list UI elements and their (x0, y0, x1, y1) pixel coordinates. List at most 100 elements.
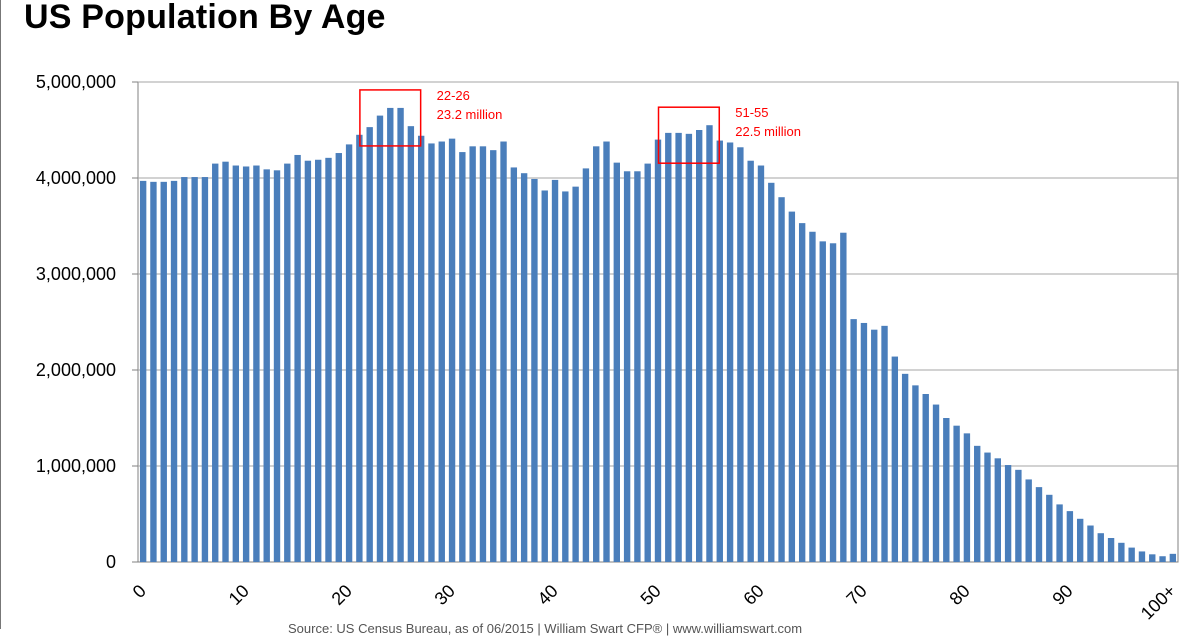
bar (850, 319, 857, 562)
bar (1035, 487, 1043, 562)
x-tick-label: 100+ (1137, 581, 1180, 624)
bar (150, 181, 157, 562)
bar (860, 322, 868, 562)
bar (726, 142, 734, 563)
bar (315, 159, 322, 562)
annotation-value-label: 22.5 million (735, 124, 801, 139)
bar (531, 178, 538, 562)
bar (984, 452, 991, 562)
bar (520, 173, 528, 562)
bar (1128, 547, 1135, 562)
x-tick-label: 10 (225, 581, 253, 609)
bar (263, 169, 270, 563)
x-tick-label: 70 (842, 581, 870, 609)
bar (479, 146, 487, 562)
bar (819, 241, 826, 563)
bar (582, 168, 590, 562)
bar (1169, 553, 1177, 562)
bar (644, 163, 651, 562)
bar (922, 394, 929, 562)
bar (798, 223, 806, 562)
bar (685, 133, 693, 562)
bar (840, 232, 847, 562)
bar (1097, 533, 1104, 562)
bar (1066, 511, 1074, 562)
bar (623, 171, 631, 562)
bar (345, 144, 353, 562)
bar (181, 177, 188, 563)
bar (160, 181, 167, 562)
bar (932, 404, 940, 562)
bar (294, 154, 301, 562)
bar (953, 425, 960, 562)
bar (1046, 494, 1053, 562)
bar (593, 146, 600, 562)
bar (829, 243, 837, 562)
bar (778, 197, 785, 562)
bar (366, 127, 373, 563)
bar (170, 180, 178, 562)
bar (901, 373, 909, 562)
bar (541, 190, 548, 563)
bar (654, 139, 662, 562)
bar (1107, 538, 1115, 562)
bar (1076, 518, 1084, 562)
y-tick-label: 4,000,000 (36, 168, 116, 188)
bar (696, 130, 703, 562)
bar (376, 115, 384, 562)
bar (963, 433, 971, 562)
bar (562, 191, 569, 562)
bar (284, 163, 291, 562)
bar (665, 132, 672, 562)
bar (551, 179, 559, 563)
bar (706, 125, 713, 562)
bar (242, 166, 250, 563)
bar (448, 138, 456, 562)
annotation-box (359, 89, 422, 147)
bar (613, 162, 620, 562)
bar (510, 167, 518, 562)
bar (943, 418, 950, 562)
bar (304, 160, 312, 562)
bar (356, 134, 363, 563)
bar (191, 177, 198, 563)
bar (675, 132, 682, 562)
bar (1025, 479, 1032, 562)
x-tick-label: 30 (431, 581, 459, 609)
bar (222, 161, 229, 562)
bar (788, 211, 796, 562)
bar (232, 165, 240, 562)
x-tick-label: 0 (129, 581, 150, 602)
bar (325, 157, 332, 562)
bar (273, 170, 281, 562)
bar (428, 143, 435, 562)
annotation-value-label: 23.2 million (437, 107, 503, 122)
bar (747, 160, 754, 562)
y-tick-label: 3,000,000 (36, 264, 116, 284)
bar (1118, 542, 1125, 562)
x-tick-label: 90 (1048, 581, 1076, 609)
bar (757, 165, 765, 562)
bar (139, 180, 147, 562)
x-tick-label: 40 (534, 581, 562, 609)
bar (737, 147, 744, 562)
bar (871, 329, 878, 562)
bar (1159, 556, 1166, 562)
bar (1015, 469, 1022, 562)
bar (407, 126, 415, 562)
bar (459, 152, 466, 562)
bar (397, 107, 404, 563)
bar (994, 458, 1001, 562)
bar (1056, 504, 1063, 562)
bar (387, 107, 394, 563)
x-tick-label: 20 (328, 581, 356, 609)
bar (335, 153, 342, 563)
source-text: Source: US Census Bureau, as of 06/2015 … (288, 621, 803, 636)
y-tick-label: 5,000,000 (36, 72, 116, 92)
bar (438, 141, 445, 562)
bar (469, 146, 476, 562)
bar (809, 231, 816, 562)
bar (417, 135, 425, 562)
